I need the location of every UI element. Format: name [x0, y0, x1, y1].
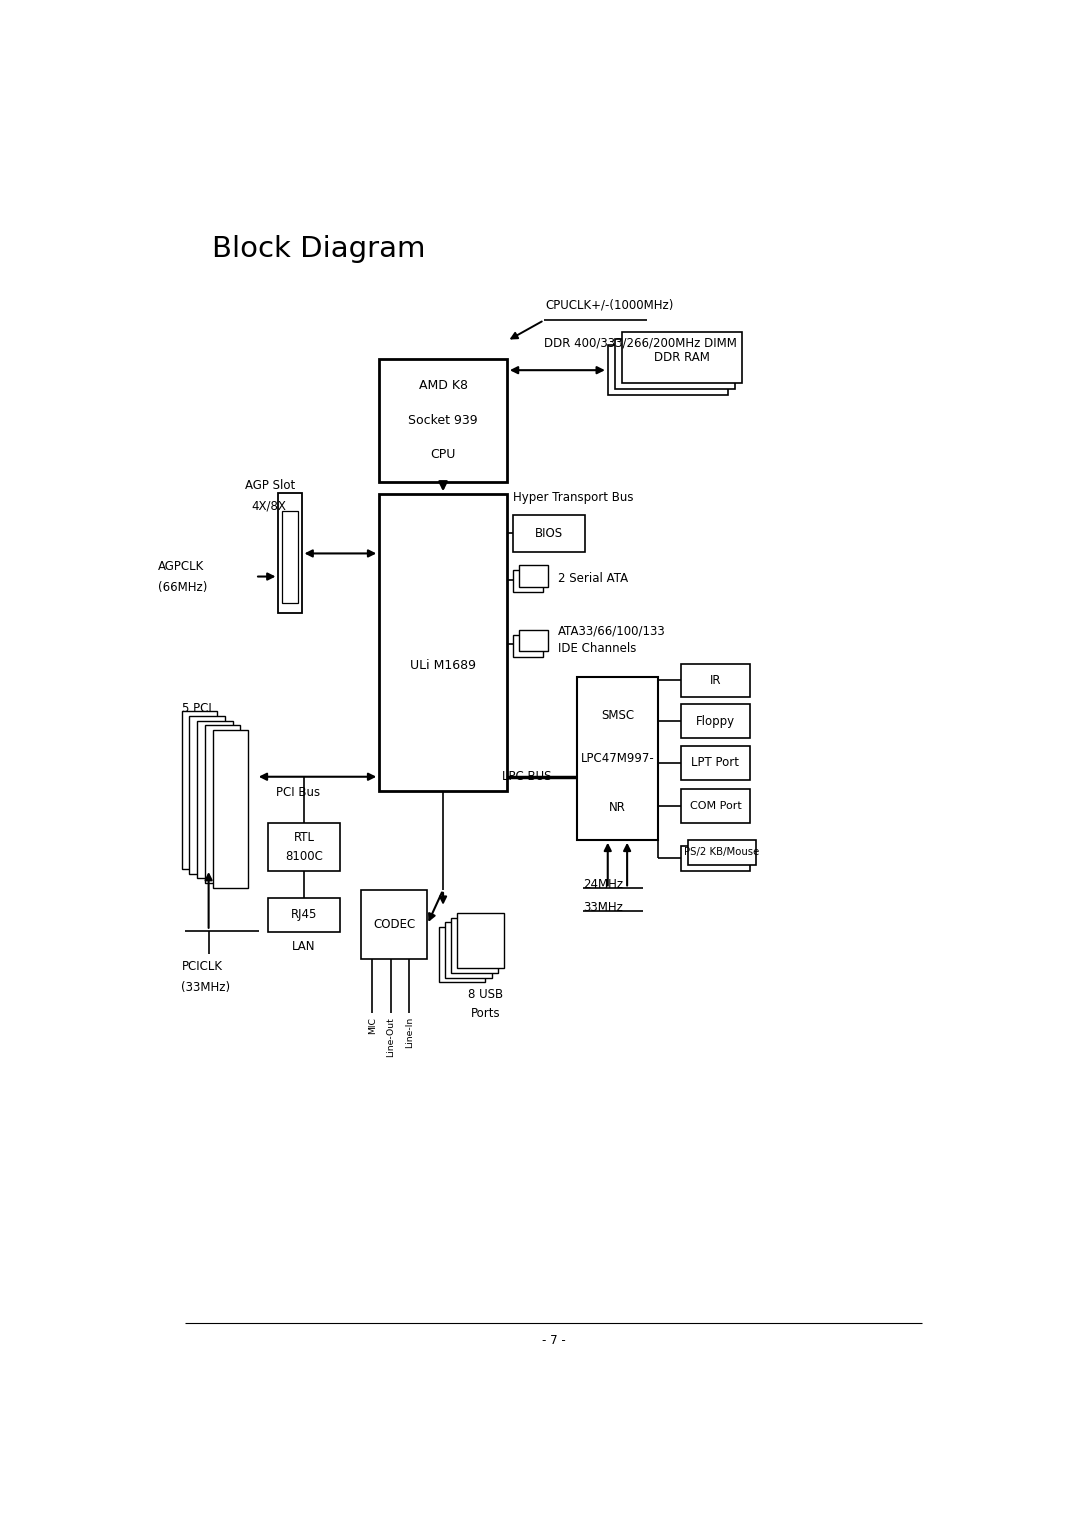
Text: ATA33/66/100/133: ATA33/66/100/133: [558, 625, 666, 637]
Bar: [622, 332, 742, 383]
Text: SMSC: SMSC: [600, 709, 634, 722]
Bar: [518, 630, 548, 651]
Text: Hyper Transport Bus: Hyper Transport Bus: [513, 490, 634, 504]
Text: LPC BUS: LPC BUS: [502, 771, 552, 783]
Text: LPT Port: LPT Port: [691, 757, 740, 769]
Text: Ports: Ports: [471, 1007, 500, 1020]
Text: 4X/8X: 4X/8X: [252, 499, 286, 513]
Bar: [577, 677, 658, 840]
Bar: [513, 570, 542, 591]
Bar: [681, 705, 750, 738]
Bar: [268, 898, 339, 933]
Bar: [688, 840, 756, 864]
Text: Block Diagram: Block Diagram: [213, 236, 426, 264]
Text: CPU: CPU: [430, 449, 456, 461]
Text: Line-Out: Line-Out: [387, 1017, 395, 1057]
Text: DDR RAM: DDR RAM: [653, 351, 710, 365]
Text: - 7 -: - 7 -: [542, 1334, 565, 1347]
Text: PCI Bus: PCI Bus: [276, 786, 320, 798]
Bar: [681, 746, 750, 780]
Text: PS/2 KB/Mouse: PS/2 KB/Mouse: [684, 847, 759, 858]
Text: 5 PCI: 5 PCI: [181, 703, 212, 715]
Bar: [181, 711, 217, 869]
Text: ULi M1689: ULi M1689: [410, 659, 476, 673]
Bar: [513, 636, 542, 657]
Text: DDR 400/333/266/200MHz DIMM: DDR 400/333/266/200MHz DIMM: [544, 337, 737, 349]
Text: 8100C: 8100C: [285, 850, 323, 863]
Text: COM Port: COM Port: [690, 801, 741, 810]
Bar: [205, 725, 241, 882]
Bar: [458, 913, 504, 968]
Text: AGPCLK: AGPCLK: [159, 561, 204, 573]
Text: 2 Serial ATA: 2 Serial ATA: [558, 571, 629, 585]
Text: IDE Channels: IDE Channels: [558, 642, 636, 656]
Text: AMD K8: AMD K8: [419, 380, 468, 392]
Text: RJ45: RJ45: [291, 908, 318, 921]
Text: Socket 939: Socket 939: [408, 414, 477, 427]
Bar: [513, 515, 584, 552]
Text: BIOS: BIOS: [535, 527, 563, 539]
Text: NR: NR: [609, 801, 626, 813]
Text: (66MHz): (66MHz): [159, 581, 207, 594]
Bar: [279, 493, 301, 613]
Bar: [213, 729, 248, 887]
Bar: [615, 339, 734, 389]
Text: Floppy: Floppy: [696, 715, 735, 728]
Bar: [438, 927, 485, 982]
Bar: [608, 345, 728, 395]
Text: Line-In: Line-In: [405, 1017, 414, 1048]
Bar: [681, 846, 750, 870]
Text: LPC47M997-: LPC47M997-: [581, 752, 654, 764]
Text: CODEC: CODEC: [373, 918, 416, 931]
Bar: [451, 918, 498, 973]
Bar: [445, 922, 491, 977]
Text: (33MHz): (33MHz): [181, 980, 231, 994]
Bar: [268, 823, 339, 870]
Bar: [379, 495, 507, 791]
Bar: [379, 358, 507, 483]
Text: CPUCLK+/-(1000MHz): CPUCLK+/-(1000MHz): [545, 299, 674, 313]
Bar: [362, 890, 428, 959]
Text: RTL: RTL: [294, 830, 314, 844]
Bar: [518, 565, 548, 587]
Text: IR: IR: [710, 674, 721, 686]
Text: 8 USB: 8 USB: [468, 988, 503, 1002]
Text: 24MHz: 24MHz: [583, 878, 623, 892]
Bar: [681, 789, 750, 823]
Text: MIC: MIC: [367, 1017, 377, 1034]
Bar: [282, 512, 298, 604]
Bar: [197, 720, 232, 878]
Text: PCICLK: PCICLK: [181, 961, 222, 973]
Text: 33MHz: 33MHz: [583, 901, 623, 915]
Bar: [681, 663, 750, 697]
Text: AGP Slot: AGP Slot: [245, 480, 295, 492]
Bar: [189, 715, 225, 873]
Text: LAN: LAN: [293, 941, 315, 953]
